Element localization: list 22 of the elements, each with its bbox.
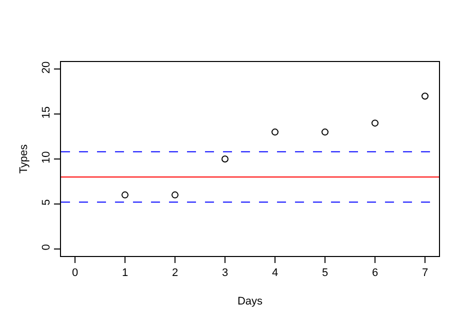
x-tick-label: 4: [272, 267, 278, 280]
x-tick-label: 0: [72, 267, 78, 280]
y-tick-label: 15: [40, 106, 53, 119]
x-tick-label: 6: [372, 267, 378, 280]
point: [322, 128, 328, 136]
point: [372, 120, 378, 127]
x-tick-label: 7: [422, 267, 428, 280]
point: [422, 92, 428, 100]
y-axis-title: Types: [18, 144, 30, 174]
y-tick-label: 0: [40, 244, 53, 250]
y-tick-label: 5: [40, 199, 53, 206]
x-axis-title: Days: [237, 295, 264, 308]
point: [172, 191, 178, 198]
point: [122, 191, 128, 198]
point: [272, 128, 278, 136]
x-tick-label: 3: [222, 267, 228, 280]
x-tick-label: 5: [322, 267, 328, 280]
x-tick-label: 1: [122, 267, 128, 280]
y-tick-label: 20: [40, 61, 53, 74]
x-tick-label: 2: [172, 267, 178, 280]
y-tick-label: 10: [40, 151, 53, 164]
point: [222, 156, 228, 162]
